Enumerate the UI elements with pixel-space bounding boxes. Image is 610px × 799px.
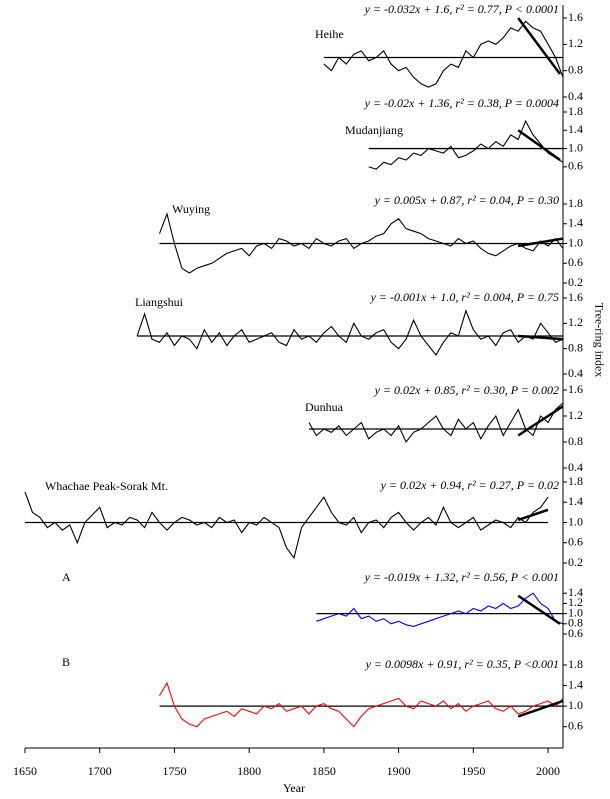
- trend-line: [517, 594, 561, 625]
- trend-line: [517, 508, 549, 522]
- equation: y = -0.001x + 1.0, r² = 0.004, P = 0.75: [370, 290, 559, 304]
- y-tick-label: 1.6: [568, 10, 583, 24]
- panel-title: Liangshui: [135, 295, 184, 309]
- y-tick-label: 0.6: [568, 626, 583, 640]
- y-tick-label: 1.2: [568, 315, 583, 329]
- y-tick-label: 1.4: [568, 677, 583, 691]
- equation: y = -0.02x + 1.36, r² = 0.38, P = 0.0004: [364, 96, 559, 110]
- x-tick-label: 1900: [387, 764, 411, 778]
- y-tick-label: 1.2: [568, 36, 583, 50]
- y-tick-label: 1.8: [568, 474, 583, 488]
- y-tick-label: 0.2: [568, 275, 583, 289]
- x-tick-label: 2000: [536, 764, 560, 778]
- trend-line: [517, 699, 564, 718]
- y-tick-label: 0.8: [568, 62, 583, 76]
- equation: y = 0.02x + 0.85, r² = 0.30, P = 0.002: [374, 383, 559, 397]
- y-tick-label: 1.0: [568, 514, 583, 528]
- series-line: [136, 309, 564, 356]
- x-tick-label: 1850: [312, 764, 336, 778]
- series-line: [368, 119, 564, 170]
- y-tick-label: 1.4: [568, 122, 583, 136]
- equation: y = 0.02x + 0.94, r² = 0.27, P = 0.02: [380, 478, 559, 492]
- y-tick-label: 0.6: [568, 255, 583, 269]
- y-tick-label: 1.6: [568, 290, 583, 304]
- trend-line: [518, 334, 564, 341]
- panel-title: Wuying: [172, 202, 210, 216]
- y-tick-label: 1.8: [568, 657, 583, 671]
- series-line: [316, 592, 564, 627]
- x-axis-label: Year: [283, 781, 305, 795]
- y-tick-label: 1.4: [568, 494, 583, 508]
- y-tick-label: 1.0: [568, 698, 583, 712]
- trend-line: [517, 17, 562, 75]
- y-tick-label: 0.8: [568, 434, 583, 448]
- y-tick-label: 1.2: [568, 408, 583, 422]
- y-tick-label: 0.4: [568, 89, 583, 103]
- trend-line: [517, 129, 561, 162]
- x-tick-label: 1700: [88, 764, 112, 778]
- panel-title: A: [62, 570, 71, 584]
- y-tick-label: 1.0: [568, 605, 583, 619]
- y-tick-label: 0.8: [568, 616, 583, 630]
- y-tick-label: 1.2: [568, 595, 583, 609]
- y-tick-label: 1.8: [568, 104, 583, 118]
- y-tick-label: 0.2: [568, 555, 583, 569]
- y-tick-label: 1.4: [568, 585, 583, 599]
- panel-title: B: [62, 655, 70, 669]
- equation: y = 0.0098x + 0.91, r² = 0.35, P <0.001: [365, 657, 559, 671]
- y-tick-label: 0.8: [568, 340, 583, 354]
- y-tick-label: 1.4: [568, 216, 583, 230]
- series-line: [308, 402, 564, 444]
- x-tick-label: 1950: [461, 764, 485, 778]
- series-line: [24, 491, 549, 560]
- series-line: [159, 681, 564, 728]
- y-tick-label: 1.6: [568, 382, 583, 396]
- y-axis-label: Tree-ring index: [592, 303, 606, 378]
- series-line: [158, 212, 564, 274]
- equation: y = -0.019x + 1.32, r² = 0.56, P < 0.001: [364, 570, 559, 584]
- x-tick-label: 1800: [237, 764, 261, 778]
- x-tick-label: 1750: [162, 764, 186, 778]
- y-tick-label: 0.6: [568, 535, 583, 549]
- panel-title: Whachae Peak-Sorak Mt.: [45, 479, 168, 493]
- y-tick-label: 0.6: [568, 718, 583, 732]
- y-tick-label: 0.4: [568, 460, 583, 474]
- panel-title: Heihe: [315, 27, 344, 41]
- y-tick-label: 1.0: [568, 235, 583, 249]
- x-tick-label: 1650: [13, 764, 37, 778]
- trend-line: [517, 237, 564, 248]
- y-tick-label: 1.8: [568, 196, 583, 210]
- panel-title: Mudanjiang: [345, 123, 403, 137]
- panel-title: Dunhua: [305, 400, 344, 414]
- y-tick-label: 1.0: [568, 140, 583, 154]
- y-tick-label: 0.6: [568, 159, 583, 173]
- equation: y = -0.032x + 1.6, r² = 0.77, P < 0.0001: [364, 2, 559, 16]
- y-tick-label: 0.4: [568, 366, 583, 380]
- trend-line: [517, 405, 564, 437]
- equation: y = 0.005x + 0.87, r² = 0.04, P = 0.30: [374, 193, 559, 207]
